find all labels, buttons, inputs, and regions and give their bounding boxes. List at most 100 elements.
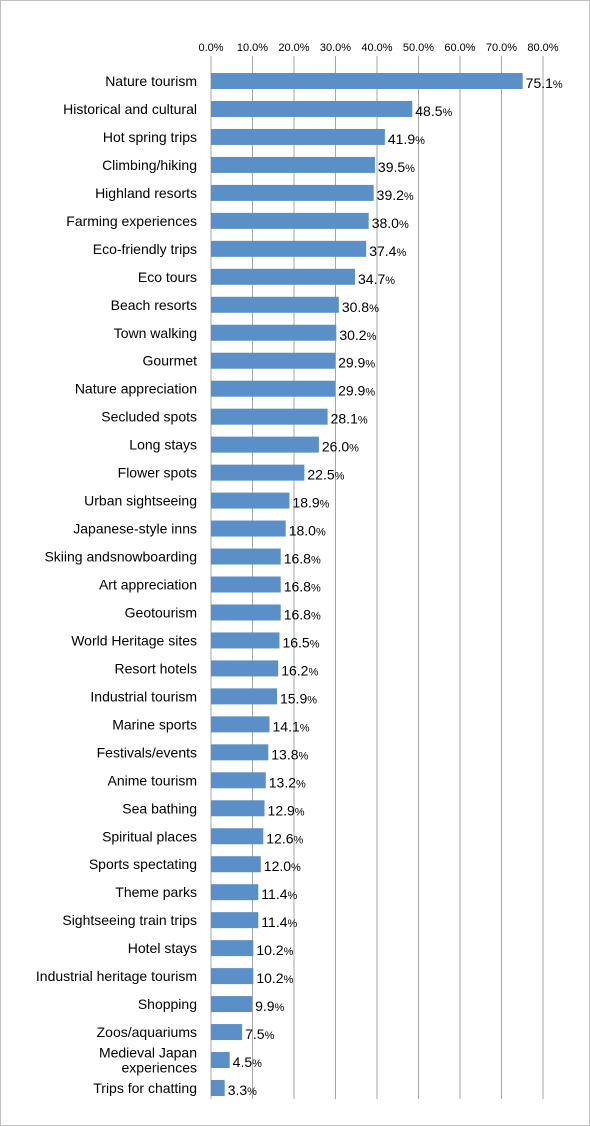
category-label: Industrial tourism [90,688,197,704]
category-label: Festivals/events [97,744,197,760]
bar [211,716,270,733]
value-label: 10.2% [256,970,293,986]
category-label: Medieval Japan experiences [99,1045,197,1076]
value-label: 16.8% [284,606,321,622]
value-label: 39.2% [377,187,414,203]
value-label: 16.2% [281,662,318,678]
value-label: 16.5% [282,634,319,650]
category-label: Flower spots [118,465,197,481]
category-label: Spiritual places [102,828,197,844]
category-label: Urban sightseeing [84,493,197,509]
category-label: Resort hotels [115,660,197,676]
category-label: Nature appreciation [75,381,197,397]
bar [211,1080,225,1096]
bar [211,436,319,453]
category-label: Anime tourism [108,772,197,788]
bar [211,800,265,817]
bar [211,548,281,565]
bar [211,296,339,313]
category-label: Long stays [129,437,197,453]
category-label: World Heritage sites [71,632,197,648]
category-label: Beach resorts [111,297,197,313]
bar [211,996,253,1013]
value-label: 16.8% [284,579,321,595]
value-label: 9.9% [255,998,284,1014]
bar [211,660,279,677]
category-label: Hot spring trips [103,129,197,145]
value-label: 13.2% [269,774,306,790]
category-label: Eco tours [138,269,197,285]
value-label: 16.8% [284,551,321,567]
x-tick-label: 70.0% [486,42,517,54]
value-label: 12.9% [268,802,305,818]
x-tick-label: 60.0% [444,42,475,54]
category-label: Sightseeing train trips [62,912,197,928]
value-label: 18.9% [292,495,329,511]
category-label: Climbing/hiking [102,157,197,173]
bar [211,1052,230,1069]
category-label: Nature tourism [105,73,197,89]
category-label: Shopping [138,996,197,1012]
value-label: 34.7% [358,271,395,287]
value-label: 3.3% [228,1082,257,1098]
bar [211,576,281,593]
bar [211,212,369,229]
bar [211,1024,243,1041]
bar [211,884,259,901]
gridlines [210,56,544,1099]
category-label: Art appreciation [99,577,197,593]
x-tick-label: 40.0% [361,42,392,54]
bar [211,324,337,341]
value-label: 13.8% [271,746,308,762]
value-label: 41.9% [388,131,425,147]
bar [211,100,413,117]
category-labels: Nature tourism Historical and cultural Hot… [36,73,197,1096]
bar [211,968,254,985]
value-label: 30.8% [342,299,379,315]
x-tick-label: 50.0% [403,42,434,54]
category-label: Marine sports [112,716,197,732]
bar [211,184,374,201]
category-label: Secluded spots [101,409,197,425]
value-label: 15.9% [280,690,317,706]
value-label: 48.5% [415,103,452,119]
value-label: 7.5% [245,1026,274,1042]
x-tick-label: 80.0% [527,42,558,54]
category-label: Hotel stays [128,940,197,956]
bar [211,380,336,397]
bar [211,352,336,369]
value-label: 37.4% [369,243,406,259]
bar [211,828,264,845]
value-label: 30.2% [339,327,376,343]
bar [211,604,281,621]
x-tick-label: 0.0% [198,42,223,54]
category-label: Sports spectating [89,856,197,872]
category-label: Eco-friendly trips [93,241,197,257]
x-tick-label: 20.0% [278,42,309,54]
category-label: Zoos/aquariums [97,1024,197,1040]
value-label: 14.1% [273,718,310,734]
bar [211,688,277,705]
value-label: 18.0% [289,523,326,539]
x-tick-label: 10.0% [237,42,268,54]
value-label: 12.6% [266,830,303,846]
category-label: Industrial heritage tourism [36,968,197,984]
bar [211,520,286,537]
bar [211,744,269,761]
category-label: Town walking [114,325,197,341]
category-label: Theme parks [115,884,197,900]
bar [211,408,328,425]
bar [211,492,290,509]
category-label: Skiing andsnowboarding [44,549,197,565]
x-axis-ticks: 0.0% 10.0% 20.0% 30.0% 40.0% 50.0% 60.0% 70.0% 8… [198,42,558,54]
value-label: 29.9% [338,383,375,399]
value-label: 10.2% [256,942,293,958]
bar [211,912,259,929]
category-label: Historical and cultural [63,101,197,117]
category-label: Farming experiences [66,213,197,229]
value-label: 11.4% [261,886,297,902]
value-label: 4.5% [233,1054,262,1070]
bar [211,128,385,145]
